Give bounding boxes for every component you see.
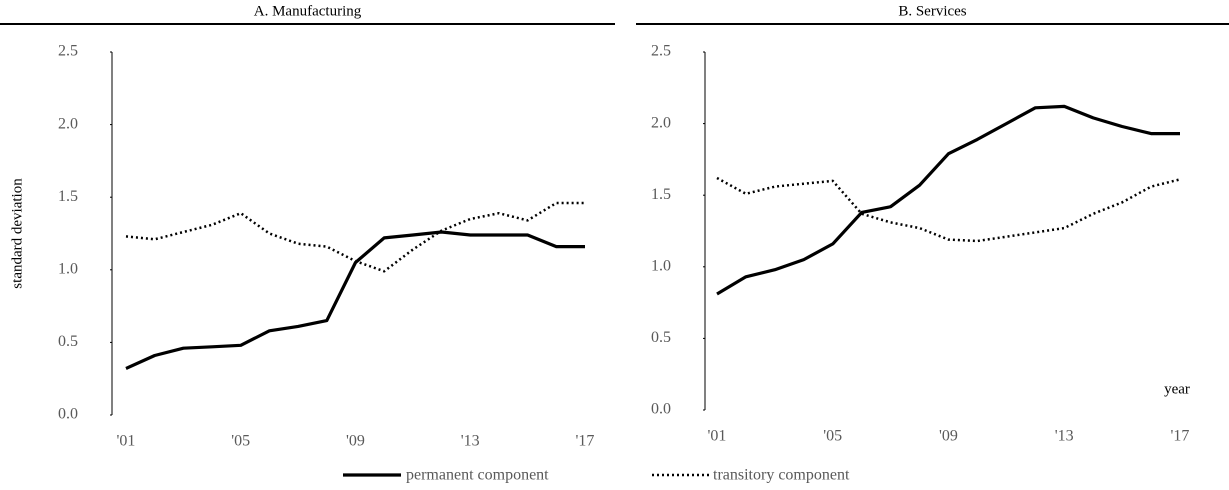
y-tick-label: 0.5 bbox=[58, 333, 78, 350]
y-tick-label: 1.0 bbox=[651, 257, 671, 274]
x-tick-label: '17 bbox=[576, 433, 595, 450]
legend-label: permanent component bbox=[406, 467, 549, 484]
x-axis-label: year bbox=[1164, 381, 1190, 397]
y-tick-label: 2.0 bbox=[651, 114, 671, 131]
y-tick-label: 1.5 bbox=[651, 186, 671, 203]
y-tick-label: 2.5 bbox=[58, 43, 78, 60]
y-tick-label: 1.5 bbox=[58, 188, 78, 205]
legend-label: transitory component bbox=[713, 467, 850, 484]
series-line bbox=[125, 201, 585, 273]
x-tick-label: '01 bbox=[117, 433, 136, 450]
x-tick-label: '09 bbox=[939, 428, 958, 445]
x-tick-label: '13 bbox=[461, 433, 480, 450]
chart-title: A. Manufacturing bbox=[254, 3, 362, 19]
x-tick-label: '05 bbox=[823, 428, 842, 445]
y-axis-label: standard deviation bbox=[9, 178, 25, 289]
series-line bbox=[716, 176, 1181, 243]
x-tick-label: '13 bbox=[1055, 428, 1074, 445]
y-tick-label: 1.0 bbox=[58, 260, 78, 277]
x-tick-label: '17 bbox=[1171, 428, 1190, 445]
series-line bbox=[716, 104, 1180, 296]
x-tick-label: '05 bbox=[231, 433, 250, 450]
y-tick-label: 0.0 bbox=[651, 401, 671, 418]
y-tick-label: 2.5 bbox=[651, 43, 671, 60]
series-line bbox=[125, 230, 585, 370]
y-tick-label: 2.0 bbox=[58, 115, 78, 132]
y-tick-label: 0.0 bbox=[58, 406, 78, 423]
y-tick-label: 0.5 bbox=[651, 329, 671, 346]
x-tick-label: '09 bbox=[346, 433, 365, 450]
chart-title: B. Services bbox=[898, 3, 966, 19]
x-tick-label: '01 bbox=[708, 428, 727, 445]
